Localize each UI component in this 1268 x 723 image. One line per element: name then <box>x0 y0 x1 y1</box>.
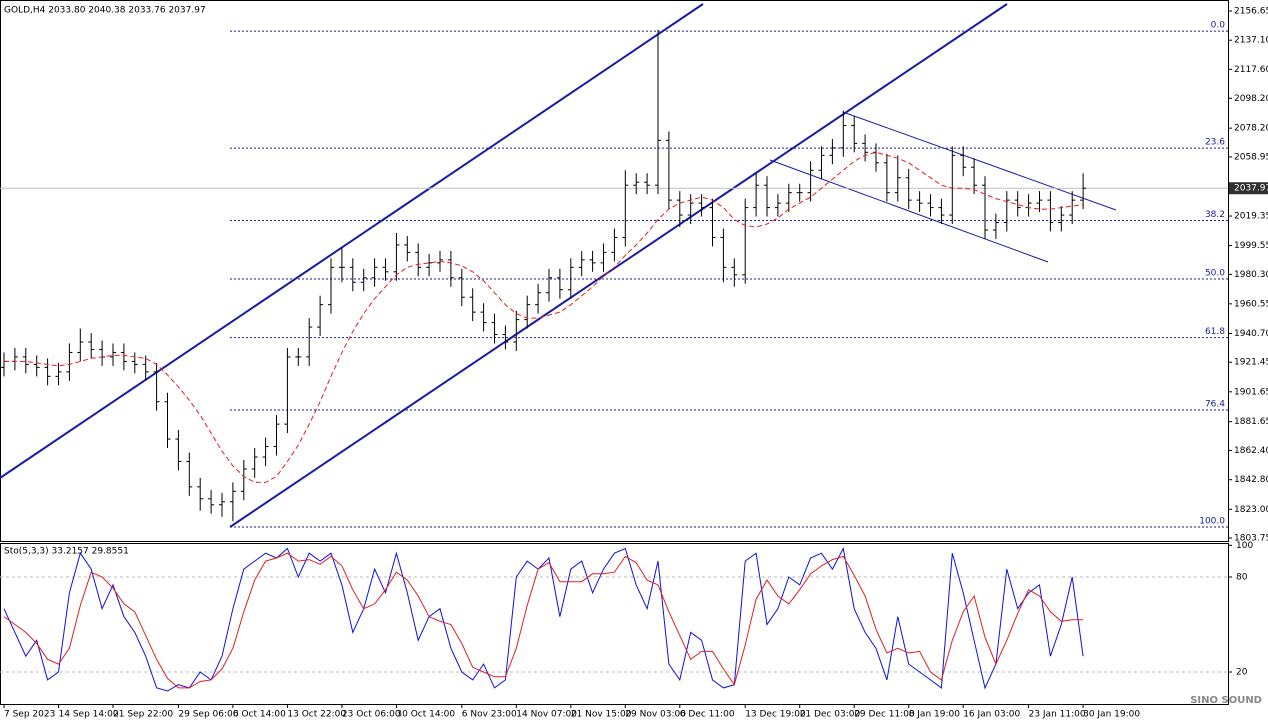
symbol-header: GOLD,H4 2033.80 2040.38 2033.76 2037.97 <box>4 6 206 16</box>
x-tick-label: 14 Sep 14:00 <box>59 710 119 720</box>
y-tick-label: 1999.55 <box>1234 241 1268 251</box>
x-tick-label: 30 Oct 14:00 <box>396 710 455 720</box>
stoch-tick-label: 20 <box>1236 668 1248 678</box>
drawings <box>0 3 1117 528</box>
y-tick-label: 2019.35 <box>1234 212 1268 222</box>
x-tick-label: 14 Nov 07:00 <box>516 710 577 720</box>
fib-label: 100.0 <box>1199 517 1225 527</box>
channel-lower <box>229 3 1008 528</box>
y-tick-label: 1803.75 <box>1234 534 1268 544</box>
y-tick-label: 1921.45 <box>1234 358 1268 368</box>
x-tick-label: 13 Dec 19:00 <box>745 710 806 720</box>
x-tick-label: 13 Oct 22:00 <box>287 710 346 720</box>
y-tick-label: 2137.10 <box>1234 36 1268 46</box>
x-tick-label: 8 Jan 19:00 <box>909 710 961 720</box>
main-pane <box>0 0 1229 542</box>
last-price-label: 2037.97 <box>1234 184 1268 194</box>
y-tick-label: 1960.55 <box>1234 299 1268 309</box>
x-tick-label: 6 Oct 14:00 <box>233 710 286 720</box>
x-tick-label: 30 Jan 19:00 <box>1083 710 1140 720</box>
fib-label: 38.2 <box>1205 210 1225 220</box>
stoch-tick-label: 100 <box>1236 541 1253 551</box>
fib-label: 23.6 <box>1205 138 1225 148</box>
y-tick-label: 1881.65 <box>1234 417 1268 427</box>
y-tick-label: 1940.70 <box>1234 329 1268 339</box>
channel-upper <box>0 3 704 479</box>
bars <box>1 29 1087 522</box>
x-tick-label: 16 Jan 03:00 <box>963 710 1020 720</box>
stoch-title: Sto(5,3,3) 33.2157 29.8551 <box>4 547 129 557</box>
y-tick-label: 1901.65 <box>1234 387 1268 397</box>
moving-average <box>4 151 1084 483</box>
fib-label: 50.0 <box>1205 269 1225 279</box>
x-tick-label: 6 Nov 23:00 <box>462 710 517 720</box>
last-price-box <box>1229 182 1268 195</box>
x-tick-label: 29 Dec 11:00 <box>854 710 915 720</box>
x-tick-label: 29 Sep 06:00 <box>178 710 238 720</box>
x-tick-label: 21 Sep 22:00 <box>113 710 173 720</box>
stoch-pane <box>0 543 1229 705</box>
y-tick-label: 2078.20 <box>1234 124 1268 134</box>
y-tick-label: 1823.00 <box>1234 505 1268 515</box>
y-tick-label: 1862.40 <box>1234 446 1268 456</box>
fib-label: 0.0 <box>1211 21 1226 31</box>
y-tick-label: 2117.60 <box>1234 65 1268 75</box>
x-tick-label: 6 Dec 11:00 <box>680 710 735 720</box>
y-tick-label: 1842.80 <box>1234 475 1268 485</box>
stoch-line <box>3 546 1084 692</box>
x-tick-label: 29 Nov 03:00 <box>625 710 686 720</box>
x-tick-label: 21 Nov 15:00 <box>571 710 632 720</box>
down-channel-upper <box>842 111 1117 211</box>
y-tick-label: 2098.20 <box>1234 94 1268 104</box>
x-tick-label: 21 Dec 03:00 <box>800 710 861 720</box>
y-tick-label: 2058.95 <box>1234 152 1268 162</box>
watermark: SINO SOUND <box>1190 695 1262 706</box>
x-tick-label: 23 Oct 06:00 <box>342 710 401 720</box>
x-tick-label: 23 Jan 11:00 <box>1029 710 1086 720</box>
y-tick-label: 2156.65 <box>1234 7 1268 17</box>
fib-label: 76.4 <box>1205 399 1225 409</box>
stoch-tick-label: 80 <box>1236 572 1248 582</box>
fib-label: 61.8 <box>1205 327 1225 337</box>
down-channel-lower <box>769 159 1049 263</box>
stoch-line <box>3 552 1084 689</box>
x-tick-label: 7 Sep 2023 <box>4 710 55 720</box>
y-tick-label: 1980.30 <box>1234 270 1268 280</box>
